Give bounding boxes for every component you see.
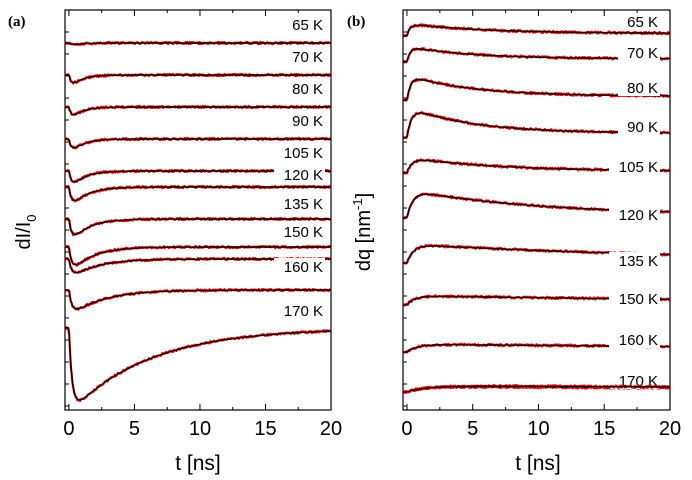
panel-b-x-label: t [ns] xyxy=(515,452,561,475)
panel-a-label-bg xyxy=(274,195,325,212)
panel-a-label-bg xyxy=(283,48,325,65)
panel-b-series-label: 80 K xyxy=(627,80,658,97)
panel-a-series-label: 90 K xyxy=(292,113,323,130)
panel-b-xtick-label: 10 xyxy=(527,418,549,440)
panel-b-xtick-label: 15 xyxy=(593,418,615,440)
panel-a-y-label: dI/I0 xyxy=(13,214,39,249)
panel-a-series-label: 65 K xyxy=(292,17,323,34)
panel-a-fit-70K xyxy=(65,74,331,84)
panel-a-xtick-label: 5 xyxy=(129,418,140,440)
panel-a-frame xyxy=(64,9,332,411)
panel-b-series-label: 120 K xyxy=(619,207,658,224)
panel-a-data-extra xyxy=(64,326,332,403)
panel-a-label-bg xyxy=(274,258,325,275)
panel-b-label-bg xyxy=(609,252,660,269)
panel-a-y-label-main: dI/I xyxy=(13,222,35,250)
panel-a-series-label: 120 K xyxy=(284,167,323,184)
panel-b-y-label-main: dq [nm xyxy=(353,210,375,271)
panel-a-plot: 0 5 10 15 20 65 K 70 K 80 K 90 K 105 K 120 K 135 K 1… xyxy=(63,9,342,440)
panel-b-y-label-end: ] xyxy=(353,193,375,199)
panel-a-fit-135K xyxy=(65,218,331,236)
panel-a-series-label: 135 K xyxy=(284,196,323,213)
panel-a-fit-120K xyxy=(65,186,331,202)
panel-a-series-label: 150 K xyxy=(284,224,323,241)
panel-b-frame xyxy=(402,9,671,411)
panel-b-y-label-sup: -1 xyxy=(350,198,365,210)
panel-b-series-label: 135 K xyxy=(619,253,658,270)
panel-a-label: (a) xyxy=(8,14,26,30)
panel-a-fit-extra xyxy=(65,327,331,401)
panel-b-label-bg xyxy=(618,13,660,30)
panel-a-xtick-label: 15 xyxy=(254,418,276,440)
panel-b-series-label: 160 K xyxy=(619,332,658,349)
panel-b-fit-extra xyxy=(403,385,670,393)
panel-a-label-bg xyxy=(274,166,325,183)
panel-b-xtick-label: 5 xyxy=(467,418,478,440)
panel-b-xtick-label: 0 xyxy=(401,418,412,440)
panel-b-label-bg xyxy=(609,372,660,389)
panel-b-fit-65K xyxy=(403,24,670,37)
panel-a-label-bg xyxy=(274,302,325,319)
panel-a-fit-65K xyxy=(65,42,331,46)
panel-a-xtick-label: 10 xyxy=(189,418,211,440)
panel-a-fit-80K xyxy=(65,106,331,116)
panel-a-label-bg xyxy=(274,223,325,240)
panel-b-plot: 0 5 10 15 20 65 K 70 K 80 K 90 K 105 K 120 K 135 K 1… xyxy=(401,9,681,440)
panel-a-xtick-label: 20 xyxy=(320,418,342,440)
panel-b-label: (b) xyxy=(347,14,366,30)
panel-b-series-label: 105 K xyxy=(619,159,658,176)
panel-b-label-bg xyxy=(609,331,660,348)
panel-b-y-label: dq [nm-1] xyxy=(350,193,375,271)
panel-a-series-label: 80 K xyxy=(292,81,323,98)
panel-b-label-bg xyxy=(618,118,660,135)
panel-a-xtick-label: 0 xyxy=(63,418,74,440)
panel-b-series-label: 65 K xyxy=(627,14,658,31)
panel-a-y-label-sub: 0 xyxy=(24,214,39,221)
panel-a-fit-90K xyxy=(65,138,331,149)
panel-a-fit-150K xyxy=(65,246,331,266)
panel-a-series-label: 160 K xyxy=(284,259,323,276)
panel-a-series-label: 105 K xyxy=(284,145,323,162)
panel-b-label-bg xyxy=(618,79,660,96)
panel-b-label-bg xyxy=(609,290,660,307)
panel-b-series-label: 90 K xyxy=(627,119,658,136)
panel-a-series-label: 170 K xyxy=(284,303,323,320)
panel-b-label-bg xyxy=(609,206,660,223)
panel-a-label-bg xyxy=(283,16,325,33)
panel-a-fit-170K xyxy=(65,289,331,310)
panel-b-series-label: 70 K xyxy=(627,45,658,62)
panel-a-x-label: t [ns] xyxy=(175,452,221,475)
panel-b-label-bg xyxy=(609,158,660,175)
panel-b-label-bg xyxy=(618,44,660,61)
panel-b-xtick-label: 20 xyxy=(659,418,681,440)
panel-a-series-label: 70 K xyxy=(292,49,323,66)
panel-b-series-label: 150 K xyxy=(619,291,658,308)
panel-a-label-bg xyxy=(283,80,325,97)
panel-a-label-bg xyxy=(274,144,325,161)
panel-a-label-bg xyxy=(283,112,325,129)
